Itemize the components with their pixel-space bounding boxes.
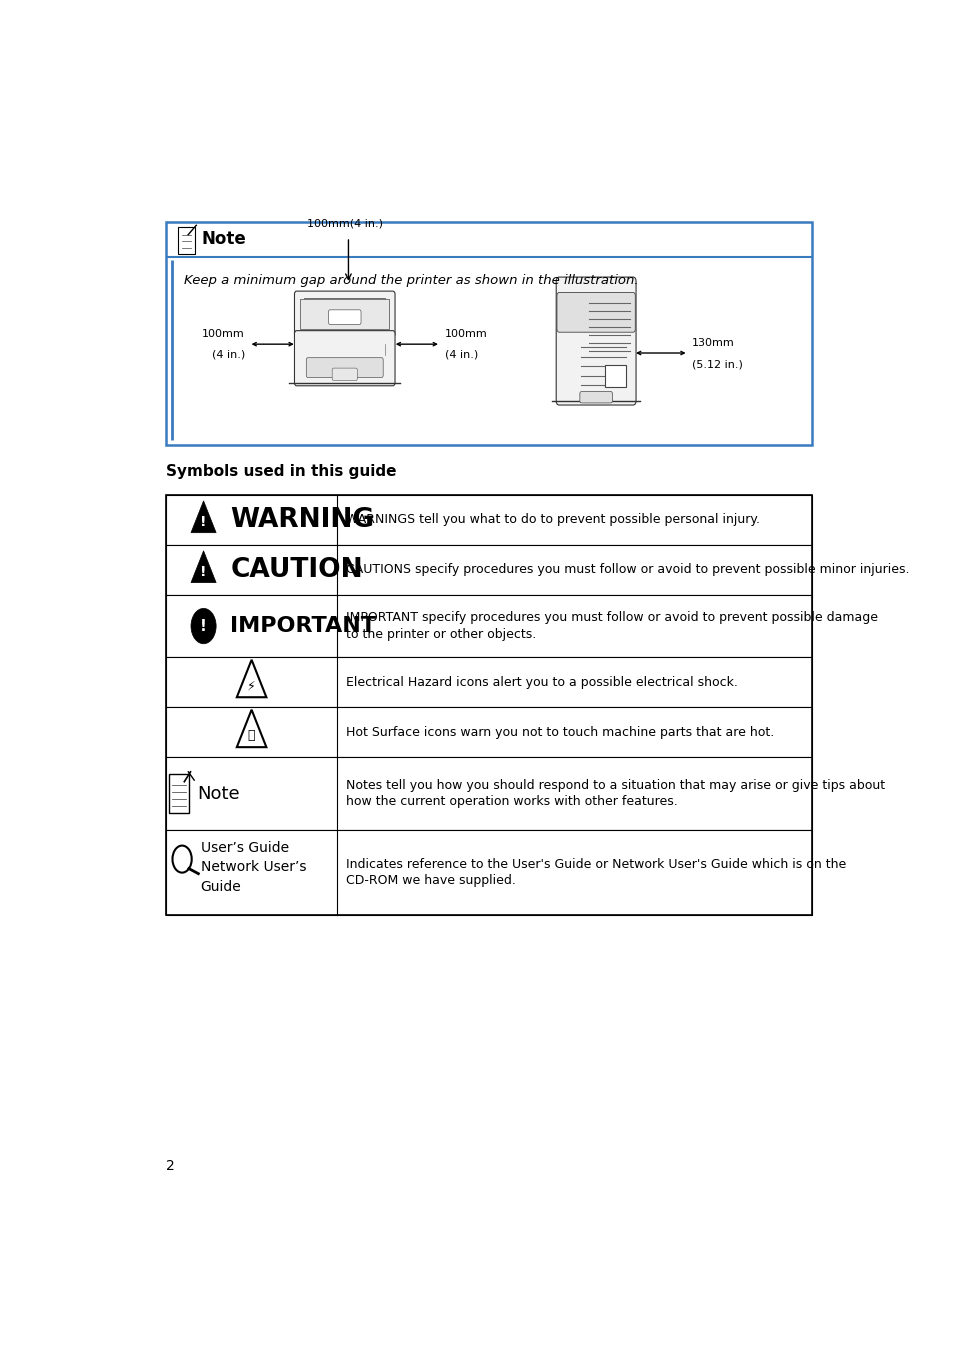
Text: (4 in.): (4 in.) [444,350,477,359]
FancyBboxPatch shape [579,392,612,403]
Polygon shape [191,551,216,582]
Text: (4 in.): (4 in.) [212,350,245,359]
Polygon shape [236,709,266,747]
FancyBboxPatch shape [166,594,811,658]
Text: Note: Note [197,785,240,802]
FancyBboxPatch shape [166,658,811,707]
Text: Hot Surface icons warn you not to touch machine parts that are hot.: Hot Surface icons warn you not to touch … [346,725,774,739]
Polygon shape [236,659,266,697]
Text: 130mm: 130mm [692,338,734,347]
Text: Notes tell you how you should respond to a situation that may arise or give tips: Notes tell you how you should respond to… [346,778,884,808]
Text: WARNINGS tell you what to do to prevent possible personal injury.: WARNINGS tell you what to do to prevent … [346,513,760,527]
FancyBboxPatch shape [166,757,811,830]
FancyBboxPatch shape [557,292,635,332]
FancyBboxPatch shape [166,494,811,544]
FancyBboxPatch shape [328,309,360,324]
Text: 〰: 〰 [248,730,255,743]
FancyBboxPatch shape [300,300,389,328]
FancyBboxPatch shape [306,358,383,377]
Text: IMPORTANT: IMPORTANT [230,616,375,636]
Circle shape [191,608,216,644]
FancyBboxPatch shape [178,227,194,254]
Text: 100mm(4 in.): 100mm(4 in.) [307,219,382,228]
FancyBboxPatch shape [604,365,625,386]
Polygon shape [191,501,216,532]
Text: CAUTION: CAUTION [230,557,362,582]
Text: CAUTIONS specify procedures you must follow or avoid to prevent possible minor i: CAUTIONS specify procedures you must fol… [346,563,909,577]
Text: 100mm: 100mm [444,328,487,339]
FancyBboxPatch shape [294,331,395,386]
Text: !: ! [200,619,207,634]
Text: Indicates reference to the User's Guide or Network User's Guide which is on the
: Indicates reference to the User's Guide … [346,858,845,888]
FancyBboxPatch shape [166,707,811,757]
FancyBboxPatch shape [294,290,395,336]
Text: Note: Note [201,230,246,249]
Text: 2: 2 [166,1159,174,1173]
Text: Electrical Hazard icons alert you to a possible electrical shock.: Electrical Hazard icons alert you to a p… [346,676,738,689]
FancyBboxPatch shape [556,277,636,405]
Text: User’s Guide
Network User’s
Guide: User’s Guide Network User’s Guide [200,840,306,894]
Text: WARNING: WARNING [230,507,374,534]
Text: ⚡: ⚡ [247,680,255,693]
FancyBboxPatch shape [166,830,811,915]
FancyBboxPatch shape [166,544,811,594]
Text: Keep a minimum gap around the printer as shown in the illustration.: Keep a minimum gap around the printer as… [184,274,639,288]
FancyBboxPatch shape [169,774,190,813]
Text: 100mm: 100mm [202,328,245,339]
FancyBboxPatch shape [332,367,357,381]
FancyBboxPatch shape [166,223,811,444]
Text: !: ! [200,515,207,528]
Text: Symbols used in this guide: Symbols used in this guide [166,465,395,480]
Text: (5.12 in.): (5.12 in.) [692,359,742,370]
Text: !: ! [200,565,207,578]
Text: IMPORTANT specify procedures you must follow or avoid to prevent possible damage: IMPORTANT specify procedures you must fo… [346,612,878,640]
